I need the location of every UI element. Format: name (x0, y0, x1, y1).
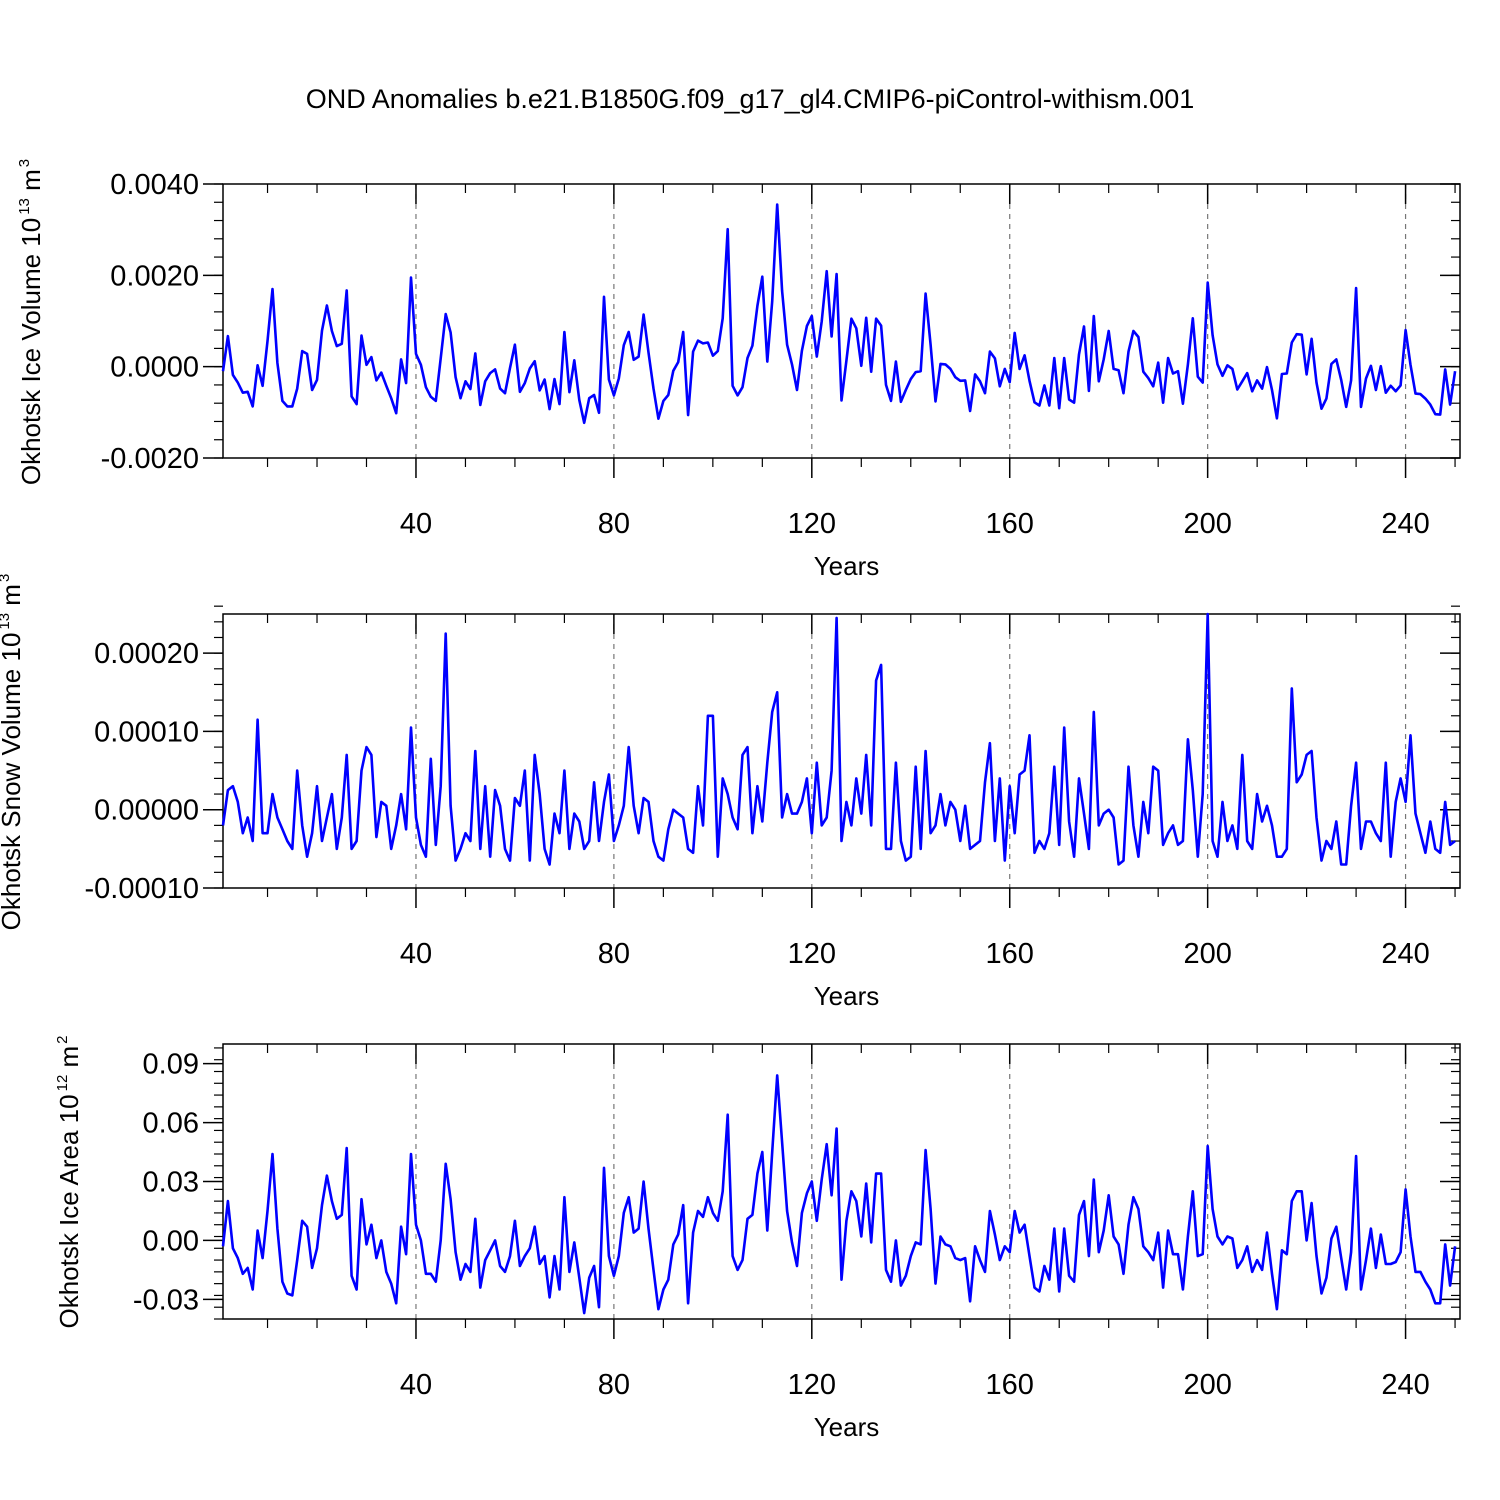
y-axis-label-main: Okhotsk Ice Area 10 (54, 1094, 84, 1328)
x-tick-label: 160 (986, 508, 1034, 540)
x-tick-label: 200 (1183, 938, 1231, 970)
x-tick-label: 80 (598, 508, 630, 540)
x-tick-label: 200 (1183, 508, 1231, 540)
y-tick-label: 0.03 (143, 1167, 199, 1199)
y-tick-label: 0.06 (143, 1108, 199, 1140)
y-axis-label-main: Okhotsk Snow Volume 10 (0, 633, 26, 931)
y-axis-label-unit-exponent: 3 (0, 574, 13, 582)
y-axis-label-unit: m (54, 1046, 84, 1075)
x-tick-label: 120 (788, 938, 836, 970)
chart-title: OND Anomalies b.e21.B1850G.f09_g17_gl4.C… (305, 84, 1195, 114)
y-tick-label: 0.0000 (110, 352, 199, 384)
y-tick-label: 0.09 (143, 1049, 199, 1081)
y-tick-label: 0.00010 (94, 716, 199, 748)
x-tick-label: 120 (788, 1369, 836, 1401)
y-axis-label-exponent: 13 (16, 198, 33, 215)
plot-frame (222, 183, 1461, 459)
y-tick-label: 0.0040 (110, 169, 199, 201)
y-tick-label: -0.0020 (101, 443, 199, 475)
x-tick-label: 40 (400, 508, 432, 540)
x-tick-label: 240 (1381, 1369, 1429, 1401)
y-tick-label: -0.00010 (85, 873, 200, 905)
x-tick-label: 40 (400, 1369, 432, 1401)
series-line-ice-area (221, 1074, 1457, 1315)
y-tick-label: 0.00020 (94, 638, 199, 670)
x-tick-label: 160 (986, 1369, 1034, 1401)
x-axis-label: Years (814, 1412, 880, 1442)
y-axis-label-unit: m (0, 584, 26, 613)
y-tick-label: 0.0020 (110, 260, 199, 292)
x-tick-label: 40 (400, 938, 432, 970)
x-tick-label: 80 (598, 1369, 630, 1401)
y-axis-label-unit: m (16, 169, 46, 198)
series-line-ice-volume (221, 203, 1457, 425)
y-axis-label: Okhotsk Snow Volume 10 13 m 3 (0, 574, 26, 931)
y-tick-label: 0.00 (143, 1225, 199, 1257)
x-tick-label: 80 (598, 938, 630, 970)
y-axis-label-exponent: 12 (54, 1075, 71, 1092)
x-tick-label: 160 (986, 938, 1034, 970)
panel-ice-volume: -0.0020 0.0000 0.0020 0.0040 40 80 120 160 200 24… (16, 159, 1461, 581)
x-tick-label: 120 (788, 508, 836, 540)
x-tick-label: 240 (1381, 508, 1429, 540)
y-axis-label-exponent: 13 (0, 613, 13, 630)
x-axis-label: Years (814, 981, 880, 1011)
y-axis-label-unit-exponent: 3 (16, 159, 33, 167)
plot-frame (222, 613, 1461, 889)
x-axis-label: Years (814, 551, 880, 581)
panel-ice-area: -0.03 0.00 0.03 0.06 0.09 40 80 120 160 200 240 Yea… (54, 1035, 1461, 1442)
y-axis-label-main: Okhotsk Ice Volume 10 (16, 218, 46, 485)
y-axis-label: Okhotsk Ice Area 10 12 m 2 (54, 1035, 84, 1328)
y-axis-label-unit-exponent: 2 (54, 1035, 71, 1043)
y-axis-label: Okhotsk Ice Volume 10 13 m 3 (16, 159, 46, 485)
y-tick-label: -0.03 (133, 1284, 199, 1316)
x-tick-label: 240 (1381, 938, 1429, 970)
x-tick-label: 200 (1183, 1369, 1231, 1401)
series-line-snow-volume (221, 612, 1456, 866)
y-tick-label: 0.00000 (94, 795, 199, 827)
panel-snow-volume: -0.00010 0.00000 0.00010 0.00020 40 80 120 160 2… (0, 574, 1461, 1011)
